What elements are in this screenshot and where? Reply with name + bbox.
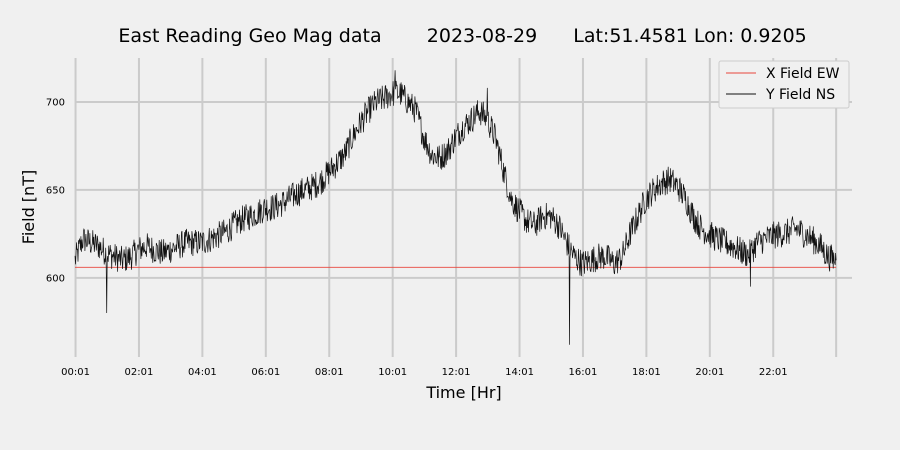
x-axis-label: Time [Hr] <box>425 383 501 402</box>
y-tick-label: 700 <box>46 97 65 108</box>
x-tick-label: 22:01 <box>759 367 788 378</box>
x-tick-label: 06:01 <box>251 367 280 378</box>
y-axis-label: Field [nT] <box>19 170 38 244</box>
x-tick-label: 10:01 <box>378 367 407 378</box>
x-tick-labels: 00:01 02:01 04:01 06:01 08:01 10:01 12:01 14:01… <box>61 367 788 378</box>
y-tick-label: 650 <box>46 185 65 196</box>
x-tick-label: 00:01 <box>61 367 90 378</box>
x-tick-label: 12:01 <box>442 367 471 378</box>
series-layer <box>74 70 837 345</box>
legend-label-y-field: Y Field NS <box>765 87 835 103</box>
x-tick-label: 18:01 <box>632 367 661 378</box>
legend: X Field EW Y Field NS <box>718 60 850 109</box>
x-tick-label: 08:01 <box>315 367 344 378</box>
chart-title-name: East Reading Geo Mag data <box>118 25 381 47</box>
x-tick-label: 16:01 <box>569 367 598 378</box>
y-tick-label: 600 <box>46 273 65 284</box>
x-tick-label: 04:01 <box>188 367 217 378</box>
chart-title-date: 2023-08-29 <box>427 25 537 47</box>
chart-title-location: Lat:51.4581 Lon: 0.9205 <box>573 25 807 47</box>
y-tick-labels: 600 650 700 <box>46 97 65 284</box>
x-tick-label: 14:01 <box>505 367 534 378</box>
x-tick-label: 20:01 <box>695 367 724 378</box>
x-tick-label: 02:01 <box>125 367 154 378</box>
legend-label-x-field: X Field EW <box>766 66 840 82</box>
series-line-y-field <box>74 70 837 345</box>
